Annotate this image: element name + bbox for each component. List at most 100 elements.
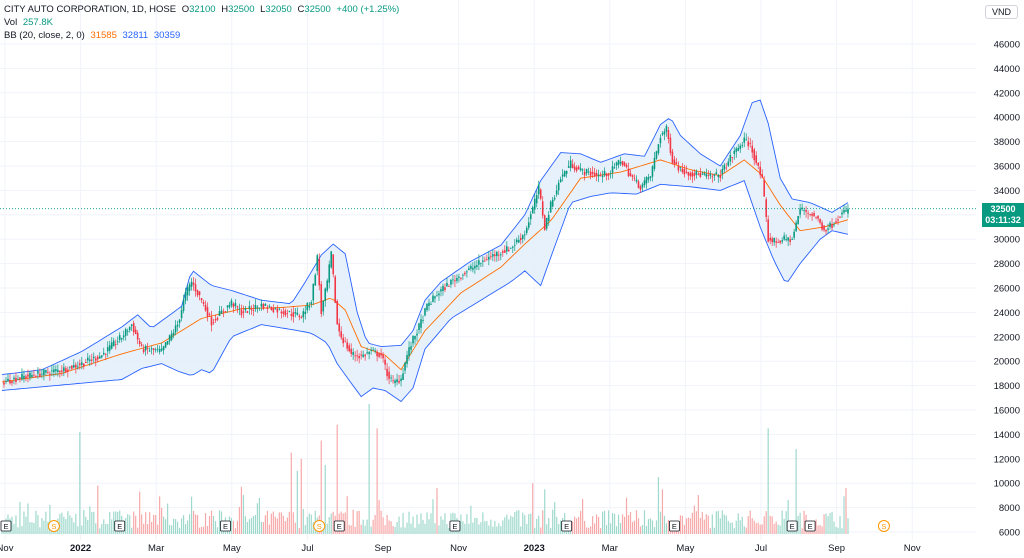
candle-body [98,356,101,359]
candle-body [148,350,151,352]
volume-bar [304,525,306,534]
candle-body [374,350,376,352]
candle-body [340,331,342,338]
volume-bar [723,514,725,534]
candle-body [627,168,630,177]
earnings-marker[interactable]: E [561,520,573,532]
volume-bar [817,525,819,534]
candle-body [380,353,382,356]
candle-body [476,265,478,267]
earnings-marker[interactable]: E [114,520,126,532]
earnings-marker[interactable]: E [449,520,461,532]
volume-bar [843,496,845,534]
volume-bar [45,511,47,534]
price-axis[interactable]: 4600044000420004000038000360003400032000… [994,40,1020,539]
candle-body [180,310,183,319]
candle-body [761,174,764,178]
candle-body [238,308,241,310]
candle-body [793,231,795,238]
volume-bar [745,527,747,534]
volume-bar [292,512,294,534]
volume-bar [131,527,133,534]
earnings-marker[interactable]: E [669,520,680,532]
split-marker[interactable]: S [877,520,890,532]
volume-label[interactable]: Vol [4,17,18,28]
volume-bar [488,525,490,534]
candle-body [472,267,474,270]
volume-bar [376,428,378,534]
candle-body [210,316,213,326]
volume-bar [733,528,735,534]
volume-bar [801,528,803,534]
candle-body [184,291,187,301]
volume-legend: Vol 257.8K [4,17,56,29]
candle-body [382,354,384,359]
candle-body [354,355,356,357]
volume-bar [184,524,187,534]
volume-bar [540,527,542,534]
candle-body [482,260,484,262]
candle-body [174,325,177,333]
candle-body [733,150,736,155]
candle-body [587,171,590,173]
volume-bar [440,516,442,534]
volume-bar [729,522,731,534]
volume-bar [472,522,474,534]
dividend-icon [47,520,60,532]
split-marker[interactable]: S [47,520,60,532]
candle-body [112,340,115,347]
candle-body [755,155,758,164]
candle-body [569,160,572,168]
volume-bar [498,523,500,534]
volume-bar [554,502,556,534]
candle-body [500,254,502,256]
candle-body [280,311,283,314]
volume-bar [250,517,253,534]
candle-body [577,166,580,170]
candle-body [81,362,83,365]
open-value: 32100 [189,4,216,15]
volume-bar [362,519,364,534]
bb-label[interactable]: BB (20, close, 2, 0) [4,30,85,41]
volume-bar [85,516,87,534]
time-axis[interactable]: Nov 2022 Mar May Jul Sep Nov 2023 Mar May Jul Sep No… [0,543,921,554]
volume-bar [504,517,506,534]
volume-bar [141,514,143,534]
x-tick-label: Mar [602,543,618,554]
volume-bar [358,510,360,534]
candle-body [234,303,237,307]
volume-bar [815,519,817,534]
candle-body [583,171,586,176]
volume-bar [232,520,235,534]
volume-bar [552,509,554,534]
candle-body [496,252,498,257]
candle-body [290,314,293,316]
earnings-marker[interactable]: E [786,520,798,532]
volume-bar [621,514,624,534]
volume-bar [797,515,799,534]
currency-button[interactable]: VND [984,5,1018,19]
earnings-marker[interactable]: E [220,520,231,532]
candle-body [75,364,77,368]
y-tick-label: 24000 [994,308,1020,319]
candle-body [671,151,674,164]
split-marker[interactable]: S [313,520,326,532]
bb-basis-value: 31585 [90,30,117,41]
earnings-icon [0,520,12,532]
earnings-marker[interactable]: E [804,520,816,532]
symbol-title[interactable]: CITY AUTO CORPORATION, 1D, HOSE [4,4,177,15]
earnings-marker[interactable]: E [0,520,12,532]
volume-bar [432,499,434,534]
candle-body [206,307,209,317]
volume-bar [264,515,266,534]
earnings-marker[interactable]: E [333,520,345,532]
candle-body [506,246,508,252]
candle-body [737,147,740,151]
volume-bar [406,522,408,534]
bar-countdown: 03:11:32 [985,215,1021,225]
candle-body [687,171,690,176]
candle-body [128,327,131,331]
volume-bar [39,527,41,534]
